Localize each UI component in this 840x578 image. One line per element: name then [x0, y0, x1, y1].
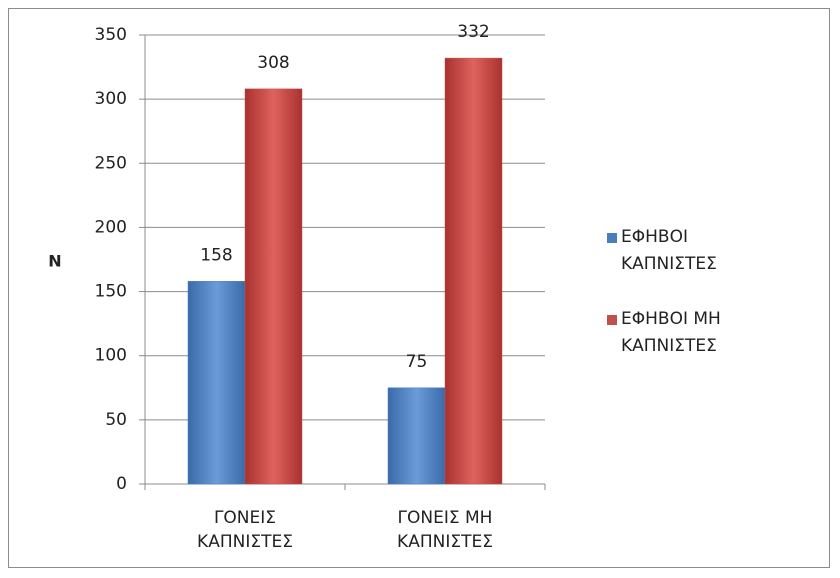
y-tick-label: 200: [95, 217, 127, 237]
y-tick-label: 100: [95, 346, 127, 366]
y-tick-label: 300: [95, 89, 127, 109]
y-tick-label: 0: [116, 474, 127, 494]
legend-swatch: [607, 315, 617, 325]
y-tick-label: 350: [95, 25, 127, 45]
bar: [244, 88, 303, 485]
y-axis-label: N: [48, 252, 61, 271]
x-tick-label: ΓΟΝΕΙΣ ΚΑΠΝΙΣΤΕΣ: [197, 508, 293, 552]
bar: [387, 387, 446, 485]
data-label: 158: [200, 245, 232, 265]
data-label: 308: [257, 53, 289, 73]
legend-label: ΕΦΗΒΟΙ ΜΗ ΚΑΠΝΙΣΤΕΣ: [621, 309, 721, 356]
chart-frame: [8, 8, 830, 568]
data-label: 332: [457, 22, 489, 42]
data-label: 75: [406, 352, 428, 372]
bar: [444, 57, 503, 485]
y-tick-label: 250: [95, 153, 127, 173]
y-tick-label: 150: [95, 282, 127, 302]
x-tick-label: ΓΟΝΕΙΣ ΜΗ ΚΑΠΝΙΣΤΕΣ: [397, 508, 493, 552]
y-tick-label: 50: [105, 410, 127, 430]
bar: [187, 281, 246, 485]
legend-swatch: [607, 233, 617, 243]
legend-label: ΕΦΗΒΟΙ ΚΑΠΝΙΣΤΕΣ: [621, 227, 717, 274]
